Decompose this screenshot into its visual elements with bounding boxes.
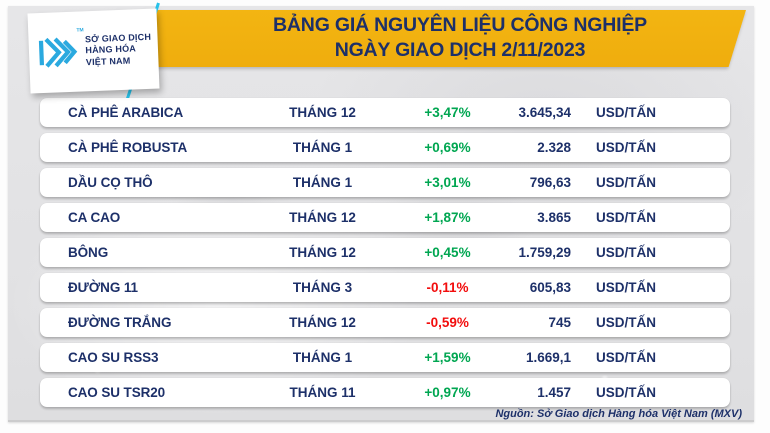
contract-month: THÁNG 1	[292, 140, 353, 155]
source-credit: Nguồn: Sở Giao dịch Hàng hóa Việt Nam (M…	[495, 408, 742, 420]
table-row: CAO SU TSR20 THÁNG 11 +0,97% 1.457 USD/T…	[40, 378, 730, 407]
price-value: 796,63	[529, 175, 571, 190]
price-table: CÀ PHÊ ARABICA THÁNG 12 +3,47% 3.645,34 …	[40, 98, 730, 413]
mxv-chevron-logo-icon: TM	[35, 27, 84, 76]
price-value: 3.645,34	[518, 105, 571, 120]
org-name-line3: VIỆT NAM	[85, 55, 131, 68]
price-unit: USD/TẤN	[596, 280, 656, 295]
commodity-name: DẦU CỌ THÔ	[68, 175, 153, 190]
price-value: 605,83	[529, 280, 571, 295]
table-row: CÀ PHÊ ARABICA THÁNG 12 +3,47% 3.645,34 …	[40, 98, 730, 127]
contract-month: THÁNG 11	[289, 385, 356, 400]
price-unit: USD/TẤN	[596, 210, 656, 225]
title-line-1: BẢNG GIÁ NGUYÊN LIỆU CÔNG NGHIỆP	[273, 14, 647, 36]
commodity-name: ĐƯỜNG 11	[68, 280, 138, 295]
table-row: ĐƯỜNG TRẮNG THÁNG 12 -0,59% 745 USD/TẤN	[40, 308, 730, 337]
contract-month: THÁNG 12	[289, 245, 356, 260]
price-unit: USD/TẤN	[596, 245, 656, 260]
table-row: ĐƯỜNG 11 THÁNG 3 -0,11% 605,83 USD/TẤN	[40, 273, 730, 302]
change-percent: +0,97%	[424, 385, 471, 400]
price-unit: USD/TẤN	[596, 175, 656, 190]
table-row: DẦU CỌ THÔ THÁNG 1 +3,01% 796,63 USD/TẤN	[40, 168, 730, 197]
price-value: 1.457	[537, 385, 571, 400]
commodity-name: CÀ PHÊ ARABICA	[68, 105, 184, 120]
contract-month: THÁNG 12	[289, 210, 356, 225]
price-value: 2.328	[537, 140, 571, 155]
change-percent: +0,45%	[424, 245, 471, 260]
commodity-name: CA CAO	[68, 210, 121, 225]
price-unit: USD/TẤN	[596, 350, 656, 365]
table-row: CA CAO THÁNG 12 +1,87% 3.865 USD/TẤN	[40, 203, 730, 232]
change-percent: -0,11%	[426, 280, 469, 295]
commodity-name: CÀ PHÊ ROBUSTA	[68, 140, 188, 155]
contract-month: THÁNG 1	[292, 175, 353, 190]
price-value: 1.759,29	[518, 245, 571, 260]
change-percent: +3,01%	[424, 175, 471, 190]
price-value: 3.865	[537, 210, 571, 225]
commodity-name: BÔNG	[68, 245, 109, 260]
change-percent: +1,87%	[424, 210, 471, 225]
table-row: CÀ PHÊ ROBUSTA THÁNG 1 +0,69% 2.328 USD/…	[40, 133, 730, 162]
change-percent: +1,59%	[424, 350, 471, 365]
page-title: BẢNG GIÁ NGUYÊN LIỆU CÔNG NGHIỆP NGÀY GI…	[190, 13, 730, 63]
contract-month: THÁNG 3	[292, 280, 353, 295]
table-row: BÔNG THÁNG 12 +0,45% 1.759,29 USD/TẤN	[40, 238, 730, 267]
price-unit: USD/TẤN	[596, 140, 656, 155]
contract-month: THÁNG 12	[289, 105, 356, 120]
commodity-name: CAO SU RSS3	[68, 350, 159, 365]
commodity-name: CAO SU TSR20	[68, 385, 166, 400]
change-percent: +3,47%	[424, 105, 471, 120]
price-unit: USD/TẤN	[596, 385, 656, 400]
trademark-label: TM	[76, 27, 84, 34]
commodity-name: ĐƯỜNG TRẮNG	[68, 315, 172, 330]
org-name: SỞ GIAO DỊCH HÀNG HÓA VIỆT NAM	[85, 32, 152, 69]
price-unit: USD/TẤN	[596, 315, 656, 330]
contract-month: THÁNG 12	[289, 315, 356, 330]
table-row: CAO SU RSS3 THÁNG 1 +1,59% 1.669,1 USD/T…	[40, 343, 730, 372]
mxv-logo-card: TM SỞ GIAO DỊCH HÀNG HÓA VIỆT NAM	[27, 8, 160, 94]
change-percent: -0,59%	[426, 315, 469, 330]
title-line-2: NGÀY GIAO DỊCH 2/11/2023	[334, 39, 586, 61]
price-unit: USD/TẤN	[596, 105, 656, 120]
price-value: 1.669,1	[525, 350, 571, 365]
change-percent: +0,69%	[424, 140, 471, 155]
contract-month: THÁNG 1	[292, 350, 353, 365]
price-value: 745	[548, 315, 571, 330]
